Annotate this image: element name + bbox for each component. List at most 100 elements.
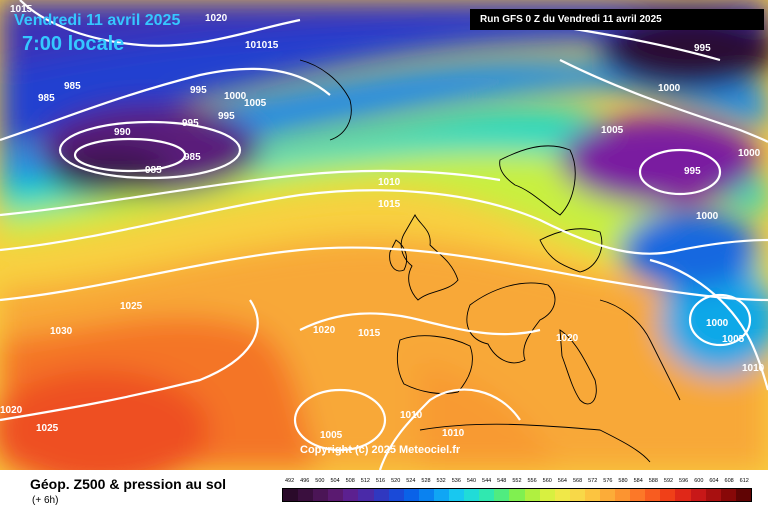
map-date-title: Vendredi 11 avril 2025 — [14, 12, 181, 29]
scale-tick-label: 580 — [618, 478, 628, 484]
scale-tick-label: 524 — [406, 478, 416, 484]
scale-tick-label: 604 — [709, 478, 719, 484]
isobar-label: 1015 — [378, 199, 401, 210]
scale-tick-label: 500 — [315, 478, 325, 484]
scale-swatch — [328, 489, 344, 501]
scale-tick-label: 492 — [284, 478, 295, 484]
scale-swatch — [539, 489, 555, 501]
scale-swatch — [554, 489, 570, 501]
color-scale-labels: 492 496 500 504 508 512 516 520 524 528 532 536 540 5… — [282, 478, 752, 486]
scale-swatch — [449, 489, 465, 501]
scale-tick-label: 504 — [330, 478, 340, 484]
scale-swatch — [735, 489, 751, 501]
scale-tick-label: 568 — [572, 478, 583, 484]
scale-tick-label: 608 — [724, 478, 734, 484]
scale-swatch — [479, 489, 495, 501]
isobar-label: 1000 — [706, 318, 729, 329]
isobar-label: 1010 — [378, 177, 401, 188]
scale-swatch — [720, 489, 736, 501]
scale-swatch — [524, 489, 540, 501]
scale-swatch — [509, 489, 525, 501]
isobar-label: 1020 — [0, 405, 23, 416]
isobar-label: 995 — [218, 111, 235, 122]
isobar-label: 1020 — [313, 325, 336, 336]
isobar-label: 1010 — [742, 363, 765, 374]
scale-swatch — [630, 489, 646, 501]
isobar-label: 1030 — [50, 326, 73, 337]
scale-tick-label: 552 — [512, 478, 522, 484]
isobar-label: 1025 — [120, 301, 143, 312]
color-scale-bar — [282, 488, 752, 502]
scale-swatch — [373, 489, 389, 501]
scale-tick-label: 540 — [466, 478, 477, 484]
z500-pressure-map: 1020 1015 101015 985 985 995 1000 1005 995 995 990… — [0, 0, 768, 470]
scale-tick-label: 572 — [588, 478, 598, 484]
isobar-label: 1010 — [442, 428, 465, 439]
scale-tick-label: 564 — [557, 478, 567, 484]
scale-tick-label: 544 — [482, 478, 492, 484]
scale-tick-label: 512 — [360, 478, 370, 484]
scale-tick-label: 516 — [375, 478, 386, 484]
scale-tick-label: 612 — [739, 478, 749, 484]
isobar-label: 985 — [145, 165, 162, 176]
isobars-lines — [0, 0, 768, 470]
scale-tick-label: 548 — [497, 478, 507, 484]
scale-tick-label: 528 — [421, 478, 431, 484]
scale-swatch — [298, 489, 314, 501]
isobar-label: 1005 — [722, 334, 745, 345]
isobar-label: 101015 — [245, 40, 279, 51]
scale-swatch — [358, 489, 374, 501]
legend-title: Géop. Z500 & pression au sol — [30, 476, 227, 492]
scale-tick-label: 600 — [694, 478, 704, 484]
map-canvas: 1020101510101598598599510001005995995990… — [0, 0, 768, 470]
isobar-label: 995 — [694, 43, 711, 54]
scale-tick-label: 520 — [391, 478, 401, 484]
scale-swatch — [675, 489, 691, 501]
scale-tick-label: 560 — [542, 478, 552, 484]
run-info-box: Run GFS 0 Z du Vendredi 11 avril 2025 — [470, 9, 764, 30]
scale-swatch — [705, 489, 721, 501]
scale-tick-label: 592 — [663, 478, 674, 484]
scale-swatch — [645, 489, 661, 501]
isobar-label: 985 — [64, 81, 81, 92]
isobar-label: 995 — [684, 166, 701, 177]
scale-tick-label: 588 — [648, 478, 658, 484]
scale-tick-label: 596 — [679, 478, 689, 484]
isobar-label: 1000 — [738, 148, 761, 159]
scale-swatch — [313, 489, 329, 501]
scale-swatch — [403, 489, 419, 501]
legend-subtitle: (+ 6h) — [32, 495, 59, 506]
isobar-label: 995 — [182, 118, 199, 129]
scale-tick-label: 532 — [436, 478, 446, 484]
isobar-labels: 1020101510101598598599510001005995995990… — [0, 4, 765, 441]
scale-swatch — [433, 489, 450, 501]
isobar-label: 1000 — [658, 83, 681, 94]
scale-swatch — [660, 489, 676, 501]
scale-swatch — [690, 489, 706, 501]
isobar-label: 985 — [38, 93, 55, 104]
run-info-label: Run GFS 0 Z du Vendredi 11 avril 2025 — [480, 14, 662, 25]
scale-tick-label: 576 — [603, 478, 613, 484]
scale-tick-label: 508 — [345, 478, 355, 484]
map-time-title: 7:00 locale — [22, 33, 125, 55]
copyright-text: Copyright (c) 2025 Meteociel.fr — [300, 444, 461, 456]
scale-swatch — [584, 489, 600, 501]
isobar-label: 1005 — [244, 98, 267, 109]
isobar-label: 1015 — [358, 328, 381, 339]
scale-tick-label: 584 — [633, 478, 643, 484]
isobar-label: 1000 — [224, 91, 247, 102]
scale-swatch — [569, 489, 585, 501]
scale-swatch — [599, 489, 616, 501]
scale-swatch — [283, 489, 299, 501]
isobar-label: 1025 — [36, 423, 59, 434]
isobar-label: 1020 — [556, 333, 579, 344]
coastlines — [299, 59, 681, 463]
isobar-label: 1010 — [400, 410, 423, 421]
isobar-label: 1005 — [320, 430, 343, 441]
isobar-label: 1015 — [10, 4, 33, 15]
scale-tick-label: 556 — [527, 478, 537, 484]
scale-swatch — [343, 489, 359, 501]
isobar-label: 985 — [184, 152, 201, 163]
scale-swatch — [418, 489, 434, 501]
